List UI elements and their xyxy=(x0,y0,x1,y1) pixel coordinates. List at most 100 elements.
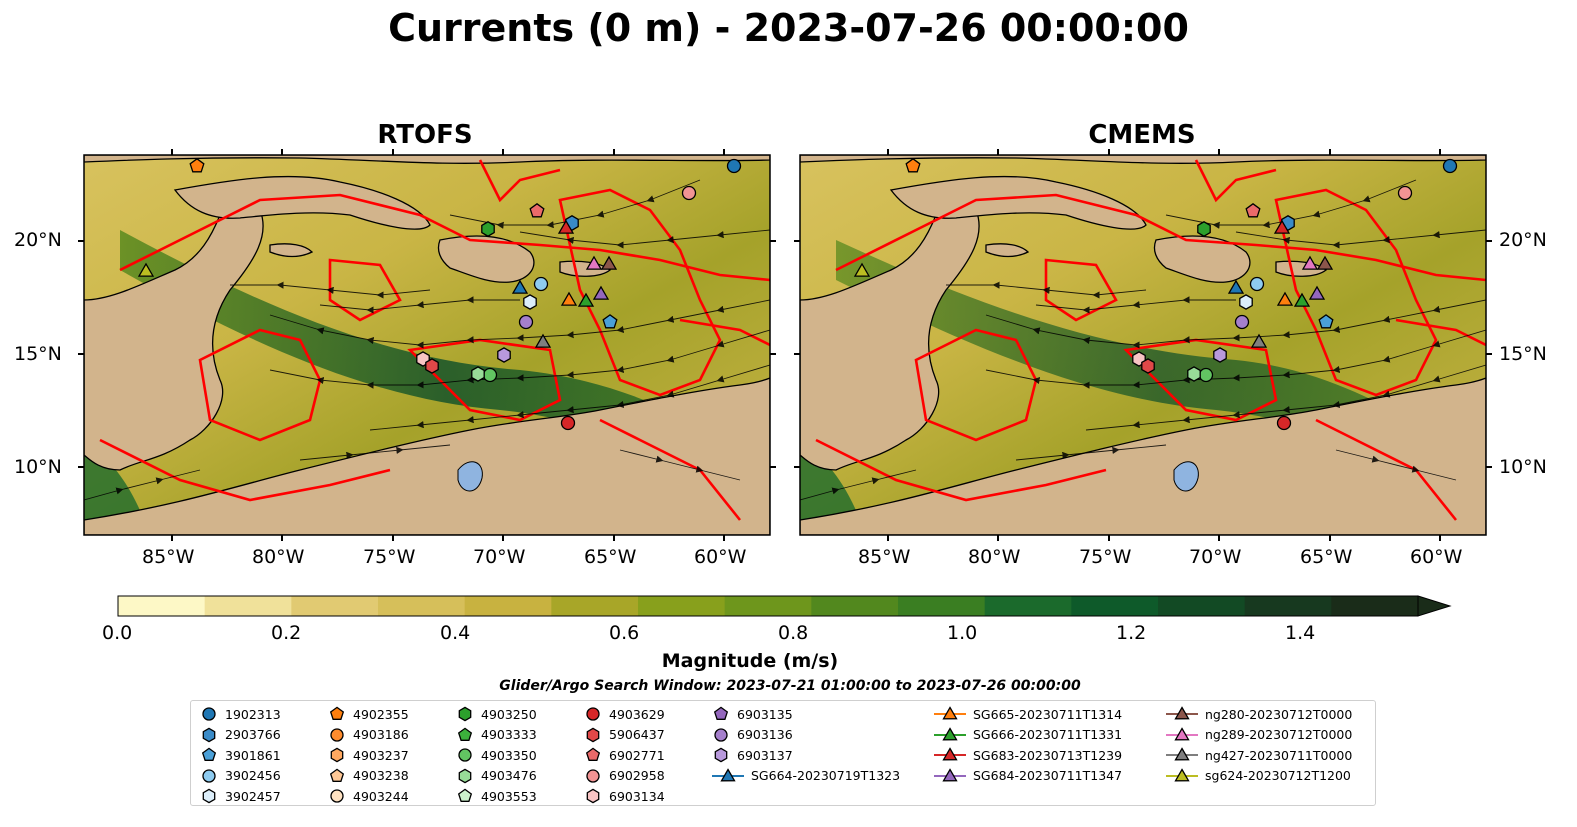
legend-symbol xyxy=(1166,706,1198,720)
legend-item: sg624-20230712T1200 xyxy=(1165,766,1351,786)
marker-1902313 xyxy=(726,158,742,174)
legend-label: 6903137 xyxy=(737,747,793,763)
legend-item: 4903350 xyxy=(455,745,537,765)
legend-marker-6902771 xyxy=(585,747,601,761)
lon-tick-80w-right-panel: 80°W xyxy=(968,546,1021,568)
legend-symbol xyxy=(1166,747,1198,761)
marker-4903476 xyxy=(471,366,485,382)
marker-SG684-20230711T1347 xyxy=(592,285,610,300)
legend-symbol xyxy=(586,788,600,804)
land-cuba xyxy=(889,175,1147,230)
legend-marker-sg624-20230712T1200 xyxy=(1174,767,1190,781)
lon-tick-80w: 80°W xyxy=(252,546,305,568)
lon-tick-75w: 75°W xyxy=(363,546,416,568)
legend-item: SG683-20230713T1239 xyxy=(933,745,1122,765)
argo-glider-markers xyxy=(137,157,742,431)
lon-tick-85w-right-panel: 85°W xyxy=(858,546,911,568)
marker-4903629 xyxy=(1276,415,1292,431)
marker-4903250 xyxy=(1197,221,1211,237)
marker-SG665-20230711T1314 xyxy=(1276,291,1294,306)
legend-symbol xyxy=(712,767,744,781)
legend-label: 4903237 xyxy=(353,747,409,763)
legend-item: 4903553 xyxy=(455,786,537,806)
legend-item: 6903134 xyxy=(583,786,665,806)
legend-marker-4903250 xyxy=(458,706,472,722)
legend-label: ng289-20230712T0000 xyxy=(1205,727,1353,742)
legend-symbol xyxy=(458,768,472,783)
legend-label: SG683-20230713T1239 xyxy=(973,747,1123,763)
panel-title-cmems: CMEMS xyxy=(1088,120,1196,150)
legend-item: 6903136 xyxy=(711,725,793,745)
legend-marker-4903237 xyxy=(330,747,344,763)
legend-symbol xyxy=(457,788,473,802)
legend-marker-5906437 xyxy=(586,727,600,742)
marker-6903136 xyxy=(518,314,534,330)
marker-6902771 xyxy=(529,202,545,218)
legend-marker-3902456 xyxy=(202,768,216,783)
legend-symbol xyxy=(330,789,344,803)
marker-4903350 xyxy=(1198,367,1214,383)
legend-symbol xyxy=(329,706,345,720)
legend-marker-ng289-20230712T0000 xyxy=(1174,726,1190,740)
legend-symbol xyxy=(585,747,601,761)
legend-symbol xyxy=(714,727,728,742)
legend-label: 6903136 xyxy=(737,727,793,742)
legend-label: 4903629 xyxy=(609,706,665,722)
legend-label: ng427-20230711T0000 xyxy=(1205,747,1353,763)
legend-label: sg624-20230712T1200 xyxy=(1205,768,1351,783)
legend-item: ng280-20230712T0000 xyxy=(1165,704,1352,724)
marker-3902457 xyxy=(1239,294,1253,310)
marker-3901861 xyxy=(1318,314,1334,329)
argo-glider-markers xyxy=(853,157,1458,431)
marker-6903137 xyxy=(1213,347,1227,363)
legend-marker-4903476 xyxy=(458,768,472,783)
colorbar-segment xyxy=(291,596,379,616)
colorbar-segment xyxy=(984,596,1072,616)
land-hispaniola xyxy=(437,235,535,283)
panel-title-rtofs: RTOFS xyxy=(377,120,473,150)
marker-SG683-20230713T1239 xyxy=(1273,219,1291,234)
marker-6902958 xyxy=(681,185,697,201)
legend-marker-3902457 xyxy=(202,788,216,804)
colorbar-extend-arrow xyxy=(1417,595,1452,617)
lon-tick-60w-right-panel: 60°W xyxy=(1410,546,1463,568)
legend-symbol xyxy=(202,768,216,783)
lon-tick-70w-right-panel: 70°W xyxy=(1189,546,1242,568)
legend-item: 4902355 xyxy=(327,704,409,724)
legend-item: ng289-20230712T0000 xyxy=(1165,725,1352,745)
marker-4903250 xyxy=(481,221,495,237)
legend-label: 4903476 xyxy=(481,768,537,783)
legend-label: 1902313 xyxy=(225,706,281,722)
colorbar-tick-3: 0.6 xyxy=(609,622,640,644)
colorbar-tick-5: 1.0 xyxy=(947,622,978,644)
legend-label: 4903244 xyxy=(353,788,409,804)
legend-symbol xyxy=(713,706,729,720)
lon-tick-60w: 60°W xyxy=(694,546,747,568)
marker-6903136 xyxy=(1234,314,1250,330)
colorbar-segment xyxy=(638,596,726,616)
legend-item: 6902958 xyxy=(583,766,665,786)
legend-item: 4903476 xyxy=(455,766,537,786)
lake-maracaibo xyxy=(457,461,483,492)
marker-SG684-20230711T1347 xyxy=(1308,285,1326,300)
lon-tick-65w: 65°W xyxy=(584,546,637,568)
marker-6902771 xyxy=(1245,202,1261,218)
colorbar-segment xyxy=(724,596,812,616)
legend-symbol xyxy=(934,706,966,720)
legend-marker-SG666-20230711T1331 xyxy=(942,726,958,740)
land-north xyxy=(800,155,1486,164)
marker-4903476 xyxy=(1187,366,1201,382)
colorbar-tick-6: 1.2 xyxy=(1116,622,1147,644)
legend-label: 3901861 xyxy=(225,747,281,763)
legend-marker-SG665-20230711T1314 xyxy=(942,706,958,720)
legend-item: 2903766 xyxy=(199,725,281,745)
lat-tick-15n-right: 15°N xyxy=(1499,343,1547,365)
marker-SG664-20230719T1323 xyxy=(511,279,529,294)
colorbar-tick-2: 0.4 xyxy=(440,622,471,644)
legend-symbol xyxy=(1166,767,1198,781)
legend-item: 6902771 xyxy=(583,745,665,765)
legend-marker-6903136 xyxy=(714,727,728,742)
legend-symbol xyxy=(458,748,472,762)
marker-4903350 xyxy=(482,367,498,383)
legend-label: 5906437 xyxy=(609,727,665,742)
